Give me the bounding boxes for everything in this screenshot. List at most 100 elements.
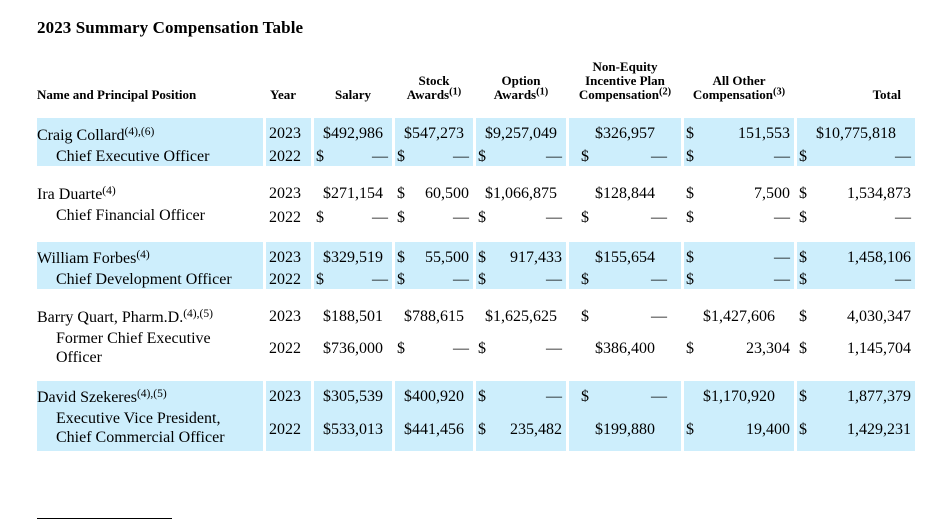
noneq-value: $386,400 — [595, 340, 655, 357]
dash-value: — — [651, 209, 667, 226]
table-row: Chief Financial Officer 2022 $ — $ — $ — $ — $ — $ — — [37, 206, 915, 236]
dollar-sign: $ — [397, 270, 405, 288]
stock-value: $788,615 — [404, 308, 464, 325]
dash-value: — — [372, 147, 388, 165]
salary-value: $736,000 — [323, 340, 383, 357]
summary-compensation-table: Name and Principal Position Year Salary … — [37, 60, 915, 451]
executive-title: Chief Executive Officer — [56, 148, 210, 165]
dash-value: — — [895, 270, 911, 288]
total-value: 1,145,704 — [847, 340, 911, 357]
executive-title: Chief Commercial Officer — [56, 429, 225, 446]
table-row: Chief Development Officer 2022 $ — $ — $ — $ — $ — $… — [37, 270, 915, 295]
footnote-ref: (4),(5) — [136, 387, 167, 400]
table-row: William Forbes(4) 2023 $329,519 $55,500 $917… — [37, 236, 915, 270]
dollar-sign: $ — [478, 147, 486, 165]
option-value: 235,482 — [510, 421, 562, 438]
dollar-sign: $ — [478, 421, 486, 438]
dollar-sign: $ — [581, 147, 589, 165]
noneq-value: $326,957 — [595, 125, 655, 142]
header-name: Name and Principal Position — [37, 60, 263, 114]
dollar-sign: $ — [581, 388, 589, 405]
executive-name: Craig Collard — [37, 127, 125, 144]
dollar-sign: $ — [799, 185, 807, 202]
executive-title: Former Chief Executive — [56, 330, 211, 347]
dollar-sign: $ — [799, 421, 807, 438]
dash-value: — — [546, 388, 562, 405]
header-stock-awards: Stock Awards(1) — [395, 60, 473, 114]
dollar-sign: $ — [316, 147, 324, 165]
executive-title: Chief Financial Officer — [56, 207, 205, 224]
table-title: 2023 Summary Compensation Table — [37, 18, 304, 37]
table-row: Executive Vice President, Chief Commercia… — [37, 409, 915, 451]
other-value: $1,427,606 — [703, 308, 775, 325]
header-salary: Salary — [314, 60, 392, 114]
table-row: Ira Duarte(4) 2023 $271,154 $60,500 $1,066,8… — [37, 172, 915, 206]
executive-title: Executive Vice President, — [56, 410, 221, 427]
executive-title: Officer — [56, 349, 102, 366]
noneq-value: $155,654 — [595, 249, 655, 266]
dollar-sign: $ — [686, 340, 694, 357]
footnote-ref: (4) — [136, 248, 150, 261]
dash-value: — — [546, 147, 562, 165]
footnote-ref: (4),(6) — [124, 125, 155, 138]
salary-value: $329,519 — [323, 249, 383, 266]
header-year: Year — [266, 60, 311, 114]
table-row: Craig Collard(4),(6) 2023 $492,986 $547,273… — [37, 113, 915, 147]
option-value: $1,625,625 — [485, 308, 557, 325]
year-value: 2022 — [269, 421, 301, 438]
other-value: 151,553 — [738, 125, 790, 142]
dash-value: — — [651, 147, 667, 165]
dash-value: — — [453, 209, 469, 226]
dollar-sign: $ — [478, 388, 486, 405]
dollar-sign: $ — [397, 249, 405, 266]
dash-value: — — [546, 340, 562, 357]
dash-value: — — [774, 147, 790, 165]
dollar-sign: $ — [686, 270, 694, 288]
dollar-sign: $ — [799, 340, 807, 357]
dollar-sign: $ — [581, 308, 589, 325]
executive-title: Chief Development Officer — [56, 271, 232, 288]
dollar-sign: $ — [686, 125, 694, 142]
table-row: Chief Executive Officer 2022 $ — $ — $ — $ — $ — $ — — [37, 147, 915, 172]
year-value: 2023 — [269, 185, 301, 202]
dollar-sign: $ — [686, 185, 694, 202]
year-value: 2023 — [269, 249, 301, 266]
year-value: 2023 — [269, 308, 301, 325]
option-value: $1,066,875 — [485, 185, 557, 202]
dash-value: — — [372, 270, 388, 288]
salary-value: $271,154 — [323, 185, 383, 202]
year-value: 2022 — [269, 270, 301, 288]
footnote-ref: (4),(5) — [183, 307, 213, 320]
dollar-sign: $ — [799, 249, 807, 266]
dollar-sign: $ — [581, 270, 589, 288]
other-value: 7,500 — [754, 185, 790, 202]
dash-value: — — [453, 340, 469, 357]
option-value: $9,257,049 — [485, 125, 557, 142]
total-value: 4,030,347 — [847, 308, 911, 325]
dollar-sign: $ — [581, 209, 589, 226]
dollar-sign: $ — [686, 147, 694, 165]
dollar-sign: $ — [397, 340, 405, 357]
dollar-sign: $ — [397, 147, 405, 165]
dash-value: — — [453, 270, 469, 288]
dash-value: — — [774, 209, 790, 226]
dash-value: — — [546, 270, 562, 288]
dash-value: — — [774, 249, 790, 266]
dash-value: — — [546, 209, 562, 226]
year-value: 2022 — [269, 209, 301, 226]
dash-value: — — [372, 209, 388, 226]
dollar-sign: $ — [478, 209, 486, 226]
dollar-sign: $ — [478, 270, 486, 288]
total-value: $10,775,818 — [816, 125, 896, 142]
executive-name: David Szekeres — [37, 389, 137, 406]
dollar-sign: $ — [799, 147, 807, 165]
dollar-sign: $ — [799, 388, 807, 405]
header-total: Total — [797, 60, 915, 114]
year-value: 2022 — [269, 147, 301, 165]
total-value: 1,458,106 — [847, 249, 911, 266]
stock-value: $441,456 — [404, 421, 464, 438]
total-value: 1,877,379 — [847, 388, 911, 405]
executive-name: William Forbes — [37, 250, 137, 267]
year-value: 2023 — [269, 125, 301, 142]
dollar-sign: $ — [397, 185, 405, 202]
